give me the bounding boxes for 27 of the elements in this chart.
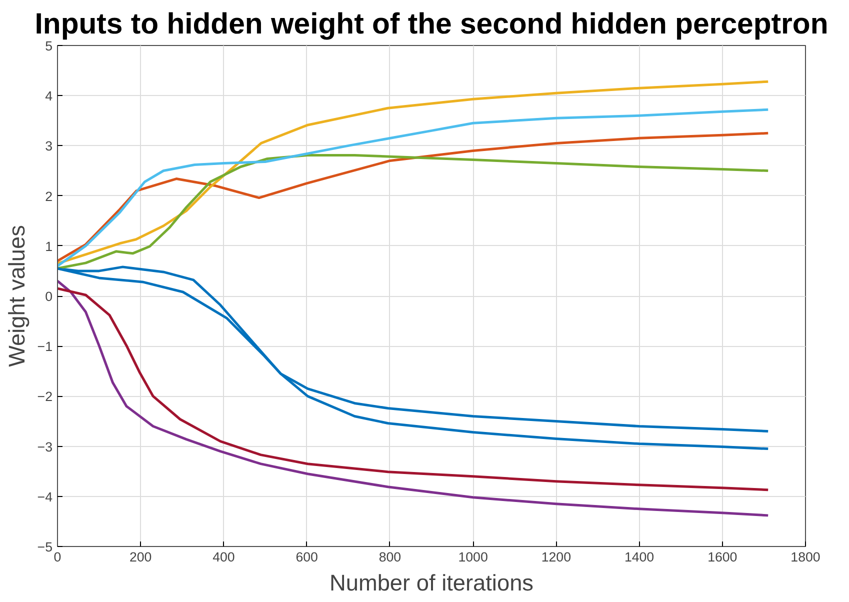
y-tick-label: 4 [45, 88, 54, 104]
x-tick-label: 1000 [458, 550, 488, 564]
x-tick-label: 400 [212, 550, 235, 564]
y-tick-label: 5 [45, 38, 53, 54]
y-tick-label: 2 [45, 188, 53, 204]
x-axis-title: Number of iterations [330, 570, 534, 596]
y-tick-label: −4 [37, 489, 54, 504]
y-tick-label: −3 [37, 439, 53, 454]
x-tick-label: 800 [378, 550, 402, 564]
x-tick-label: 200 [129, 550, 152, 564]
y-axis-title: Weight values [3, 225, 30, 367]
x-tick-label: 1400 [624, 550, 654, 564]
x-tick-label: 600 [296, 550, 318, 564]
line-series [58, 154, 770, 270]
line-series [58, 108, 770, 268]
line-series [58, 80, 770, 265]
line-series [58, 132, 770, 262]
x-tick-label: 1200 [541, 550, 571, 564]
x-tick-label: 1800 [790, 550, 820, 564]
y-tick-label: −2 [37, 389, 53, 404]
chart-title: Inputs to hidden weight of the second hidden perceptron [34, 8, 828, 40]
y-tick-label: −1 [37, 339, 53, 354]
y-tick-label: 0 [45, 289, 53, 304]
y-tick-label: −5 [37, 540, 53, 554]
y-tick-label: 1 [45, 238, 53, 254]
y-tick-label: 3 [45, 138, 53, 154]
x-tick-label: 1600 [708, 550, 738, 564]
